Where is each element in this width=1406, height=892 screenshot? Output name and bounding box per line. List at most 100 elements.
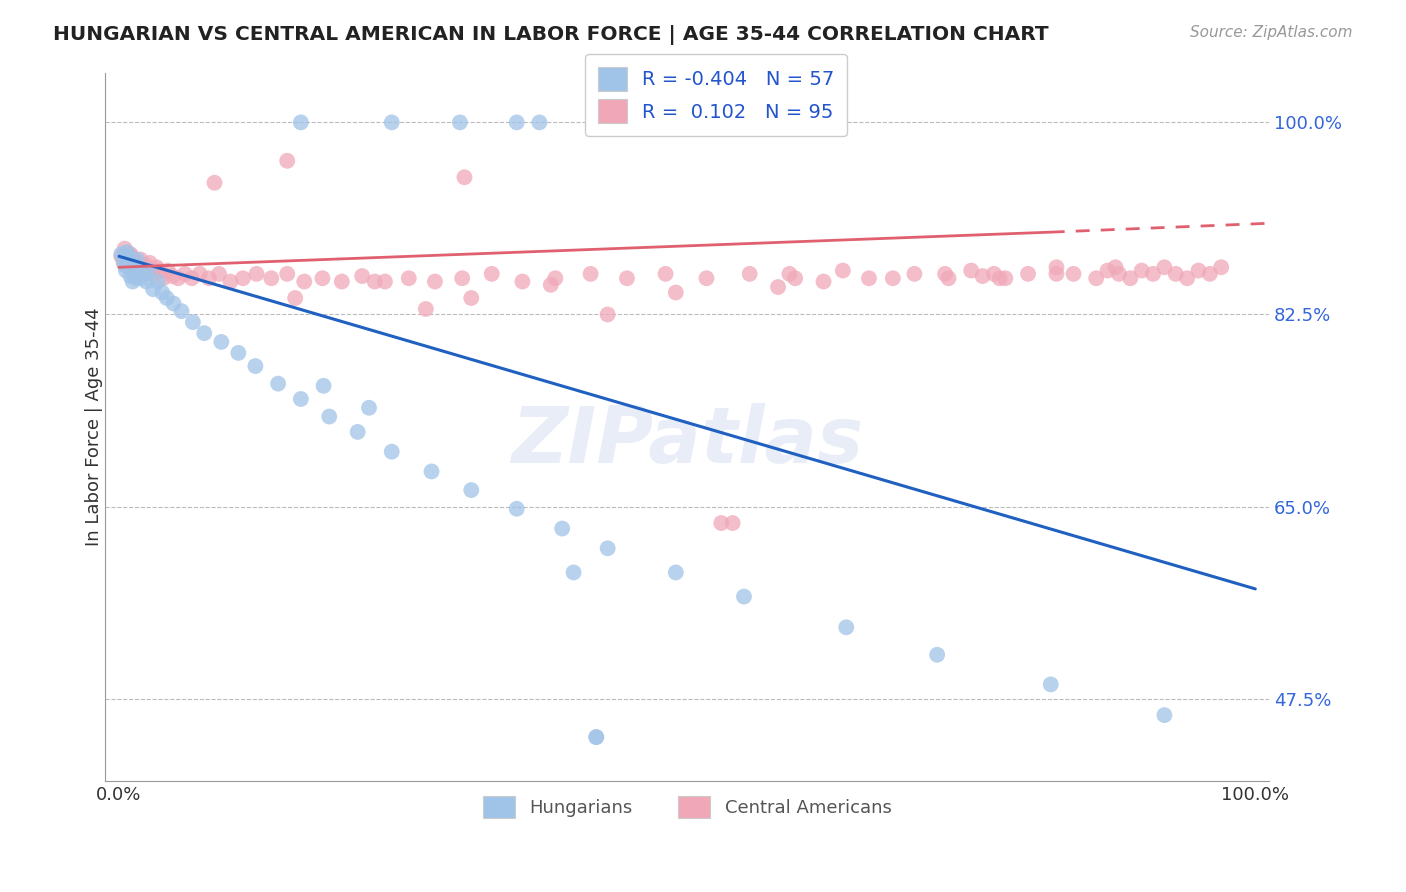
Point [115,247,138,261]
Point [813,275,835,289]
Legend: Hungarians, Central Americans: Hungarians, Central Americans [475,789,898,825]
Point [127,260,149,275]
Point [292,275,315,289]
Point [619,115,641,129]
Point [167,271,190,285]
Point [882,271,904,285]
Point [208,267,231,281]
Point [374,275,396,289]
Point [695,271,717,285]
Point [1187,263,1209,277]
Point [596,541,619,556]
Point [616,271,638,285]
Point [460,483,482,497]
Point [170,304,193,318]
Point [128,263,150,277]
Point [276,267,298,281]
Point [125,256,148,270]
Point [110,249,132,263]
Point [129,252,152,267]
Point [204,176,226,190]
Point [245,359,267,373]
Point [150,285,173,300]
Point [114,258,136,272]
Point [180,271,202,285]
Point [112,256,135,270]
Point [562,566,585,580]
Point [420,465,443,479]
Point [1130,263,1153,277]
Point [138,263,160,277]
Point [152,271,174,285]
Point [311,271,333,285]
Point [364,275,387,289]
Point [544,271,567,285]
Point [145,260,167,275]
Point [451,271,474,285]
Point [318,409,340,424]
Point [118,260,141,275]
Point [831,263,853,277]
Point [835,620,858,634]
Point [1108,267,1130,281]
Point [122,267,145,281]
Point [118,260,141,275]
Text: ZIPatlas: ZIPatlas [510,403,863,479]
Point [121,258,143,272]
Point [260,271,283,285]
Point [219,275,242,289]
Point [138,256,160,270]
Point [938,271,960,285]
Point [738,267,761,281]
Point [1045,260,1067,275]
Point [551,522,574,536]
Point [858,271,880,285]
Point [1045,267,1067,281]
Point [766,280,789,294]
Point [156,263,179,277]
Point [110,247,132,261]
Point [1142,267,1164,281]
Point [142,282,165,296]
Text: HUNGARIAN VS CENTRAL AMERICAN IN LABOR FORCE | AGE 35-44 CORRELATION CHART: HUNGARIAN VS CENTRAL AMERICAN IN LABOR F… [53,25,1049,45]
Point [284,291,307,305]
Point [585,730,607,744]
Point [267,376,290,391]
Point [125,271,148,285]
Point [120,247,142,261]
Point [142,267,165,281]
Point [134,258,156,272]
Point [721,516,744,530]
Point [453,170,475,185]
Point [579,267,602,281]
Point [540,277,562,292]
Point [423,275,446,289]
Point [156,291,179,305]
Point [149,263,172,277]
Point [330,275,353,289]
Point [665,566,688,580]
Point [778,267,800,281]
Point [934,267,956,281]
Point [529,115,551,129]
Point [188,267,211,281]
Point [115,263,138,277]
Point [245,267,267,281]
Point [121,275,143,289]
Point [665,285,688,300]
Point [506,115,529,129]
Point [198,271,221,285]
Point [131,271,153,285]
Point [290,392,312,406]
Point [972,268,994,283]
Point [381,444,404,458]
Point [232,271,254,285]
Point [1153,260,1175,275]
Point [710,516,733,530]
Point [112,252,135,267]
Point [1104,260,1126,275]
Point [146,275,169,289]
Point [174,267,197,281]
Point [132,267,155,281]
Point [115,244,138,259]
